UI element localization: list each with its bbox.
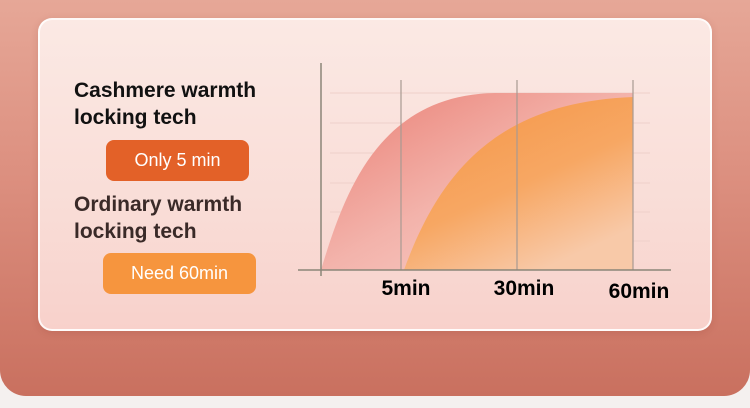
x-tick-30min: 30min [494, 277, 555, 300]
x-tick-60min: 60min [609, 280, 670, 303]
ordinary-area [404, 97, 633, 270]
cashmere-label: Cashmere warmth locking tech [74, 77, 256, 131]
cashmere-label-line2: locking tech [74, 106, 197, 129]
cashmere-badge: Only 5 min [106, 140, 249, 181]
ordinary-label-line1: Ordinary warmth [74, 193, 243, 216]
x-tick-5min: 5min [381, 277, 430, 300]
cashmere-label-line1: Cashmere warmth [74, 79, 257, 102]
ordinary-label-line2: locking tech [74, 220, 197, 243]
ordinary-badge: Need 60min [103, 253, 256, 294]
ordinary-label: Ordinary warmth locking tech [74, 191, 242, 245]
